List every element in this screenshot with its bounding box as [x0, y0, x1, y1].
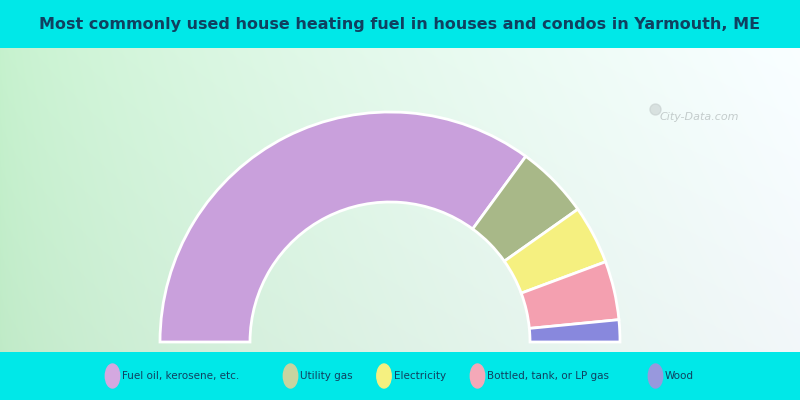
Text: Bottled, tank, or LP gas: Bottled, tank, or LP gas — [487, 371, 609, 381]
Ellipse shape — [470, 364, 485, 388]
Ellipse shape — [377, 364, 391, 388]
Ellipse shape — [106, 364, 120, 388]
Wedge shape — [522, 262, 619, 328]
Text: City-Data.com: City-Data.com — [660, 112, 739, 122]
Text: Most commonly used house heating fuel in houses and condos in Yarmouth, ME: Most commonly used house heating fuel in… — [39, 16, 761, 32]
Ellipse shape — [283, 364, 298, 388]
Text: Fuel oil, kerosene, etc.: Fuel oil, kerosene, etc. — [122, 371, 239, 381]
Text: Wood: Wood — [665, 371, 694, 381]
Wedge shape — [160, 112, 526, 342]
Wedge shape — [473, 156, 578, 261]
Wedge shape — [504, 209, 606, 293]
Wedge shape — [530, 320, 620, 342]
Text: Utility gas: Utility gas — [300, 371, 353, 381]
Ellipse shape — [648, 364, 662, 388]
Text: Electricity: Electricity — [394, 371, 446, 381]
